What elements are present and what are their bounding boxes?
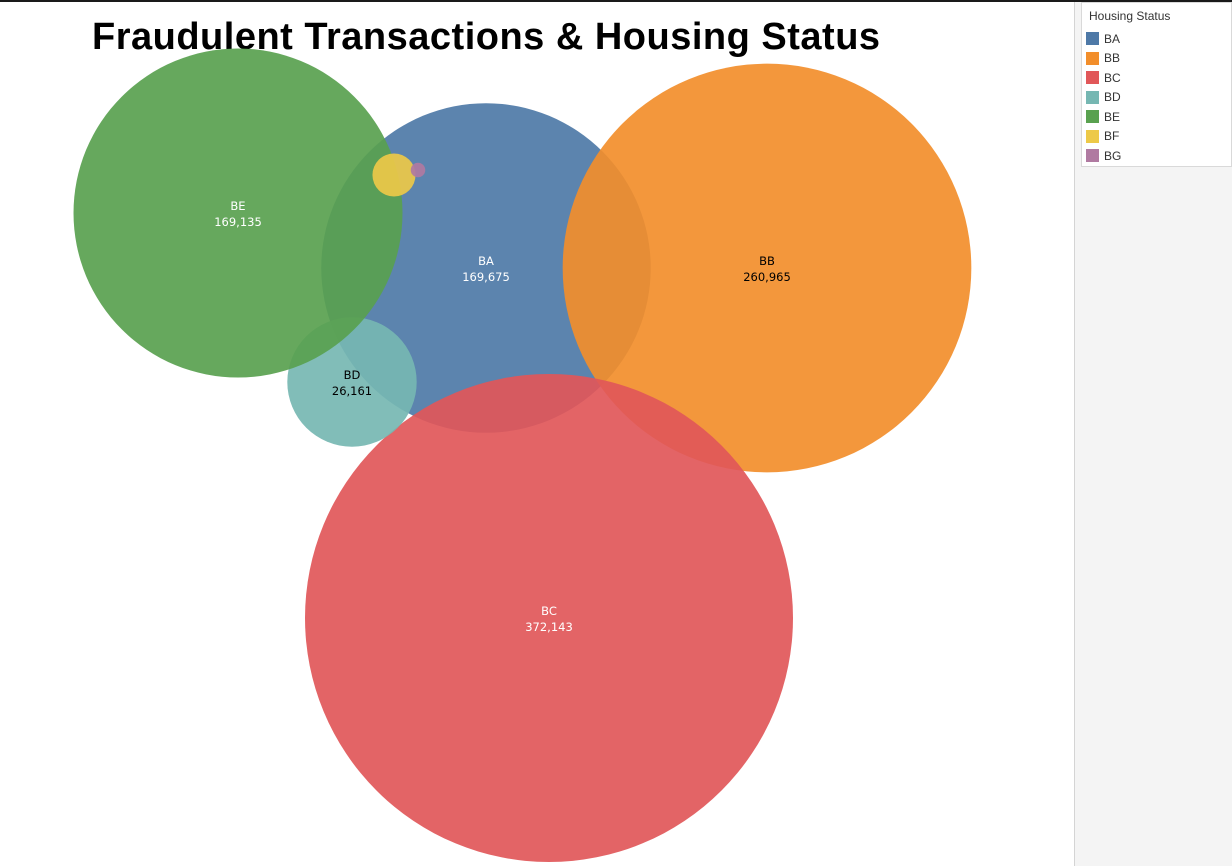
legend-swatch: [1086, 32, 1099, 46]
bubble-circle-bc[interactable]: [305, 374, 793, 862]
bubble-label-be: BE: [230, 199, 245, 213]
legend-title: Housing Status: [1089, 9, 1171, 23]
legend-item[interactable]: BA: [1082, 29, 1231, 49]
legend-item[interactable]: BD: [1082, 88, 1231, 108]
legend-swatch: [1086, 110, 1099, 124]
bubble-circle-bb[interactable]: [562, 63, 972, 473]
bubble-bb[interactable]: BB 260,965: [562, 63, 972, 473]
legend-swatch: [1086, 71, 1099, 85]
bubble-circle-bf[interactable]: [372, 153, 416, 197]
bubble-label-bd: BD: [344, 368, 361, 382]
bubble-label-ba: BA: [478, 254, 494, 268]
bubble-circle-be[interactable]: [73, 48, 403, 378]
viz-area: Fraudulent Transactions & Housing Status…: [0, 2, 1074, 866]
legend-label: BC: [1104, 70, 1121, 85]
bubble-chart: BA 169,675 BB 260,965 BC 372,143 BD 26,161 BE 169…: [73, 48, 972, 862]
legend: Housing Status BA BB BC BD BE BF BG: [1081, 2, 1232, 167]
legend-label: BF: [1104, 129, 1120, 144]
bubble-value-bd: 26,161: [332, 384, 372, 398]
legend-label: BE: [1104, 109, 1121, 124]
legend-swatch: [1086, 90, 1099, 104]
legend-swatch: [1086, 149, 1099, 163]
legend-item[interactable]: BG: [1082, 146, 1231, 166]
bubble-value-be: 169,135: [214, 215, 262, 229]
legend-item[interactable]: BB: [1082, 49, 1231, 69]
legend-swatch: [1086, 51, 1099, 65]
bubble-value-bb: 260,965: [743, 270, 791, 284]
bubble-value-ba: 169,675: [462, 270, 510, 284]
legend-label: BG: [1104, 148, 1122, 163]
top-border: [0, 0, 1232, 2]
legend-label: BB: [1104, 51, 1121, 66]
legend-item[interactable]: BF: [1082, 127, 1231, 147]
bubble-be[interactable]: BE 169,135: [73, 48, 403, 378]
legend-label: BA: [1104, 31, 1121, 46]
bubble-label-bb: BB: [759, 254, 775, 268]
side-panel: Housing Status BA BB BC BD BE BF BG: [1074, 2, 1232, 866]
legend-item[interactable]: BC: [1082, 68, 1231, 88]
legend-swatch: [1086, 129, 1099, 143]
bubble-label-bc: BC: [541, 604, 557, 618]
legend-list: BA BB BC BD BE BF BG: [1082, 29, 1231, 166]
bubble-bc[interactable]: BC 372,143: [305, 374, 793, 862]
legend-item[interactable]: BE: [1082, 107, 1231, 127]
bubble-value-bc: 372,143: [525, 620, 573, 634]
bubble-bf[interactable]: [372, 153, 416, 197]
bubble-bg[interactable]: [410, 162, 426, 178]
bubble-circle-bg[interactable]: [410, 162, 426, 178]
legend-label: BD: [1104, 90, 1121, 105]
